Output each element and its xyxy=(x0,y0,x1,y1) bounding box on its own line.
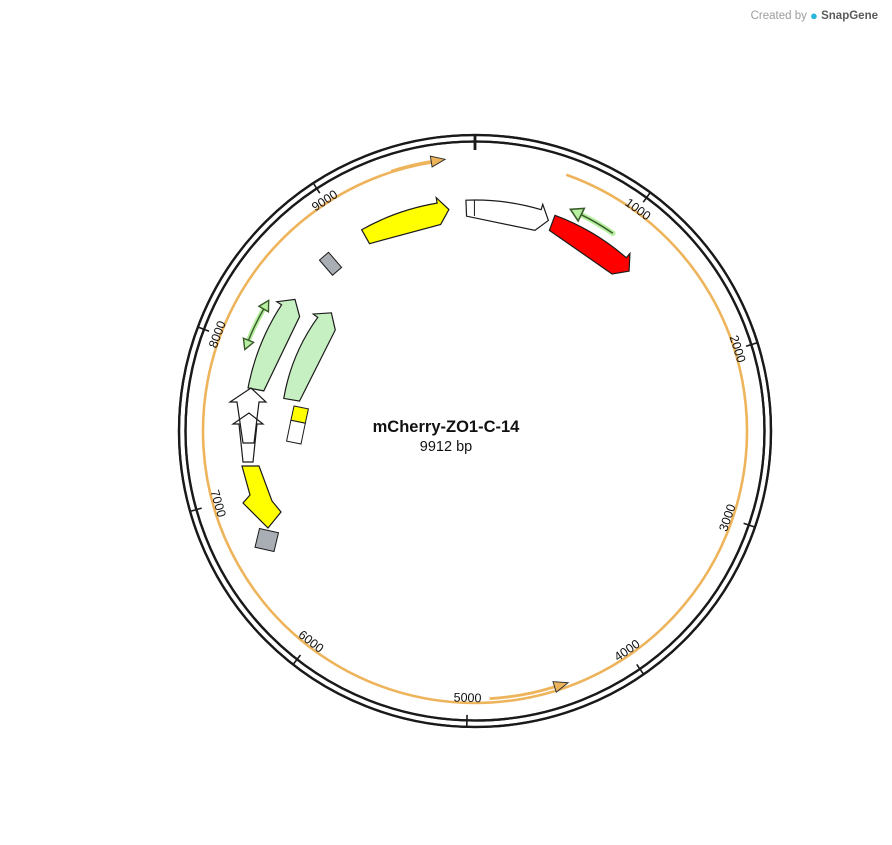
svg-text:5000: 5000 xyxy=(453,691,481,706)
svg-text:3000: 3000 xyxy=(716,502,738,533)
svg-text:4000: 4000 xyxy=(612,637,643,664)
svg-text:6000: 6000 xyxy=(296,628,327,656)
svg-text:7000: 7000 xyxy=(208,488,229,519)
svg-text:2000: 2000 xyxy=(727,334,749,365)
svg-text:8000: 8000 xyxy=(206,319,229,350)
